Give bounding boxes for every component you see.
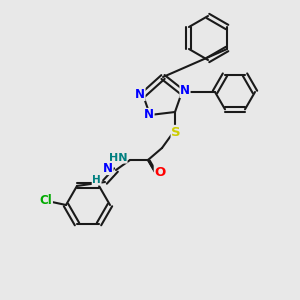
Text: N: N	[144, 109, 154, 122]
Text: H: H	[92, 175, 101, 185]
Text: S: S	[171, 125, 181, 139]
Text: N: N	[180, 85, 190, 98]
Text: HN: HN	[109, 153, 127, 163]
Text: N: N	[103, 161, 113, 175]
Text: O: O	[154, 166, 166, 178]
Text: N: N	[135, 88, 145, 100]
Text: Cl: Cl	[40, 194, 52, 208]
